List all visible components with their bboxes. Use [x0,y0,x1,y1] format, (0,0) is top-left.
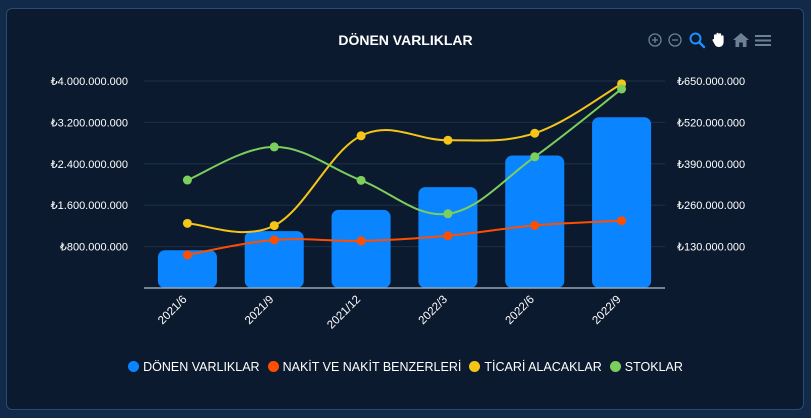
left-tick-label: ₺4.000.000.000 [51,76,128,88]
legend-item[interactable]: STOKLAR [609,360,683,374]
data-point[interactable] [443,209,453,219]
data-point[interactable] [530,152,540,162]
legend-item[interactable]: DÖNEN VARLIKLAR [128,360,260,374]
left-tick-label: ₺800.000.000 [60,242,128,254]
data-point[interactable] [617,216,627,226]
series-line [187,82,623,234]
zoom-out-icon[interactable] [666,30,684,50]
data-point[interactable] [182,250,192,260]
zoom-in-icon[interactable] [646,30,664,50]
x-tick-label: 2022/3 [417,294,450,327]
pan-icon[interactable] [710,30,728,50]
bar[interactable] [331,209,391,288]
data-point[interactable] [530,128,540,138]
bar[interactable] [157,250,217,288]
reset-home-icon[interactable] [732,30,750,50]
x-tick-label: 2021/9 [243,294,276,327]
data-point[interactable] [617,84,627,94]
left-tick-label: ₺1.600.000.000 [51,200,128,212]
data-point[interactable] [269,221,279,231]
data-point[interactable] [443,135,453,145]
legend-label: DÖNEN VARLIKLAR [143,360,260,374]
right-tick-label: ₺390.000.000 [677,159,745,171]
data-point[interactable] [269,142,279,152]
legend-item[interactable]: TİCARİ ALACAKLAR [469,360,602,374]
left-tick-label: ₺2.400.000.000 [51,159,128,171]
data-point[interactable] [356,131,366,141]
x-tick-label: 2021/6 [156,294,189,327]
legend-marker [609,361,621,372]
selection-zoom-icon[interactable] [688,30,706,50]
data-point[interactable] [356,236,366,246]
x-tick-label: 2022/9 [590,294,623,327]
legend-label: NAKİT VE NAKİT BENZERLERİ [282,360,462,374]
bar[interactable] [592,117,652,288]
chart-legend: DÖNEN VARLIKLAR NAKİT VE NAKİT BENZERLERİ… [0,360,811,378]
bar[interactable] [244,231,304,288]
right-tick-label: ₺650.000.000 [677,76,745,88]
legend-marker [469,361,481,372]
chart-panel [6,8,804,410]
menu-icon[interactable] [754,30,772,50]
right-tick-label: ₺520.000.000 [677,117,745,129]
x-tick-label: 2021/12 [325,294,363,332]
data-point[interactable] [356,175,366,185]
data-point[interactable] [530,220,540,230]
legend-marker [128,361,140,372]
right-tick-label: ₺130.000.000 [677,242,745,254]
legend-item[interactable]: NAKİT VE NAKİT BENZERLERİ [267,360,462,374]
data-point[interactable] [182,218,192,228]
legend-marker [267,361,279,372]
x-tick-label: 2022/6 [504,294,537,327]
legend-label: STOKLAR [624,360,683,374]
left-tick-label: ₺3.200.000.000 [51,117,128,129]
series-line [187,88,623,216]
right-tick-label: ₺260.000.000 [677,200,745,212]
series-line [187,219,622,256]
data-point[interactable] [443,231,453,241]
chart-title: DÖNEN VARLIKLAR [338,32,473,48]
legend-label: TİCARİ ALACAKLAR [484,360,602,374]
data-point[interactable] [269,235,279,245]
data-point[interactable] [182,175,192,185]
